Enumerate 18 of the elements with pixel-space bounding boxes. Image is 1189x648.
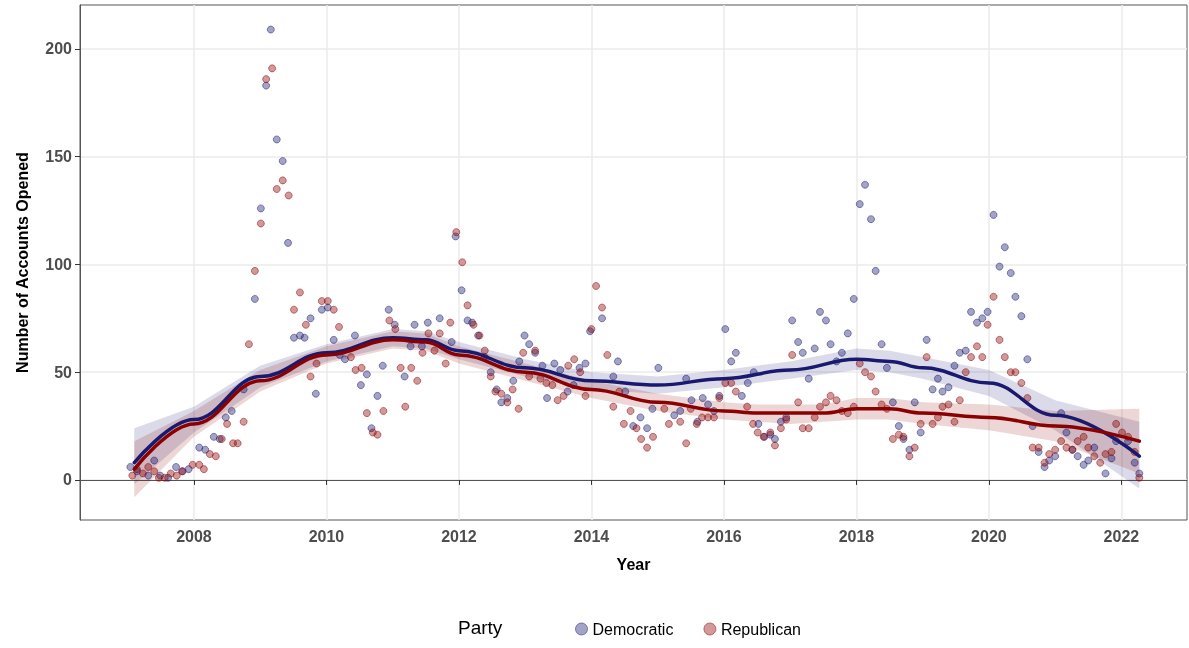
x-axis-title: Year [616,555,651,573]
x-tick-label: 2016 [706,527,742,545]
x-tick-label: 2010 [308,527,345,545]
legend-title: Party [458,617,503,638]
x-tick-label: 2014 [573,527,610,545]
x-tick-label: 2022 [1103,527,1140,545]
y-tick-label: 0 [63,471,73,489]
y-tick-label: 200 [45,40,73,58]
legend-label: Republican [720,620,801,638]
y-axis-title: Number of Accounts Opened [13,152,31,373]
x-tick-label: 2008 [176,527,212,545]
legend-label: Democratic [592,620,674,638]
x-tick-label: 2018 [838,527,875,545]
y-tick-label: 150 [45,148,73,166]
x-tick-label: 2012 [441,527,477,545]
y-tick-label: 50 [54,363,73,381]
x-tick-label: 2020 [971,527,1007,545]
y-tick-label: 100 [45,255,73,273]
